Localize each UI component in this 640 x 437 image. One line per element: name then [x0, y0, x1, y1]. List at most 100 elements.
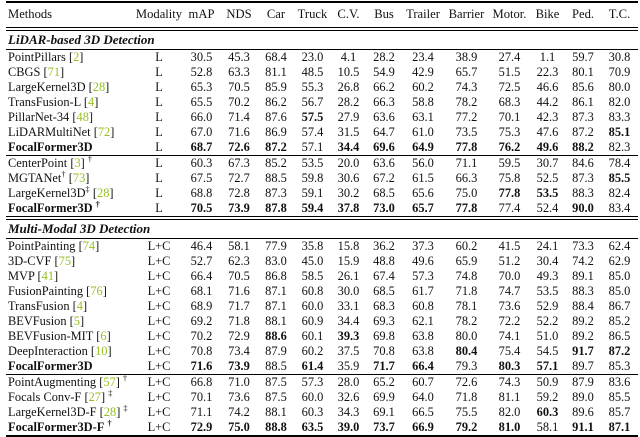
metric-cell: 85.7 [608, 405, 631, 419]
metric-cell: 30.0 [337, 284, 360, 298]
metric-cell: 39.3 [337, 329, 360, 343]
metric-cell: 70.1 [498, 110, 521, 124]
citation-link[interactable]: 72 [94, 125, 115, 139]
metric-cell: 52.5 [536, 171, 559, 185]
metric-cell: 41.5 [498, 239, 521, 253]
metric-cell: 37.8 [337, 201, 360, 215]
metric-cell: 37.5 [337, 344, 360, 358]
metric-cell: 60.8 [301, 284, 324, 298]
modality-cell: L+C [147, 359, 171, 373]
metric-cell: 66.9 [402, 420, 444, 437]
metric-cell: 76.2 [498, 140, 521, 154]
citation-link[interactable]: 5 [70, 314, 84, 328]
metric-cell: 72.6 [444, 374, 489, 390]
modality-cell: L+C [147, 269, 171, 283]
dagger-icon: ‡ [108, 387, 113, 398]
metric-cell: 77.9 [265, 239, 287, 253]
column-header-motor: Motor. [489, 1, 530, 31]
citation-link[interactable]: 75 [54, 254, 75, 268]
method-cell: LargeKernel3D‡ 28 [6, 185, 135, 201]
metric-cell: 68.1 [190, 284, 213, 298]
metric-cell: 54.9 [373, 65, 395, 79]
metric-cell: 61.5 [412, 171, 434, 185]
modality-cell: L [135, 155, 183, 171]
section-row: LiDAR-based 3D Detection [6, 29, 638, 50]
method-cell: PillarNet-34 48 [6, 110, 135, 125]
citation-link[interactable]: 71 [43, 65, 64, 79]
metric-cell: 70.2 [228, 95, 250, 109]
metric-cell: 73.0 [373, 201, 395, 215]
method-cell: Focals Conv-F 27‡ [6, 387, 135, 405]
metric-cell: 77.2 [455, 110, 478, 124]
column-header-modality: Modality [135, 1, 183, 31]
metric-cell: 54.5 [536, 344, 559, 358]
method-cell: 3D-CVF 75 [6, 254, 135, 269]
table-row: 3D-CVF 75 L+C 52.7 62.3 83.0 45.0 15.9 48.8 49.6… [6, 254, 638, 269]
citation-link[interactable]: 27 [84, 390, 105, 404]
metric-cell: 78.4 [601, 155, 638, 171]
metric-cell: 58.5 [301, 269, 324, 283]
metric-cell: 66.0 [190, 110, 213, 124]
citation-link[interactable]: 57 [99, 375, 120, 389]
citation-link[interactable]: 4 [84, 95, 98, 109]
modality-cell: L [155, 80, 163, 94]
metric-cell: 87.1 [265, 284, 287, 298]
method-cell: FusionPainting 76 [6, 284, 135, 299]
metric-cell: 61.0 [412, 125, 434, 139]
metric-cell: 60.8 [412, 299, 434, 313]
metric-cell: 31.5 [337, 125, 360, 139]
method-cell: MGTANet† 73 [6, 168, 135, 186]
table-row: BEVFusion-MIT 6 L+C 70.2 72.9 88.6 60.1 39.3 69… [6, 329, 638, 344]
citation-link[interactable]: 3 [70, 156, 84, 170]
metric-cell: 22.3 [536, 65, 559, 79]
table-row: BEVFusion 5 L+C 69.2 71.8 88.1 60.9 34.4 69.3 62… [6, 314, 638, 329]
method-cell: LiDARMultiNet 72 [6, 125, 135, 140]
citation-link[interactable]: 4 [73, 299, 87, 313]
citation-link[interactable]: 6 [96, 329, 110, 343]
metric-cell: 73.3 [572, 239, 594, 253]
metric-cell: 85.5 [608, 390, 631, 404]
metric-cell: 71.4 [228, 110, 250, 124]
metric-cell: 59.7 [572, 50, 594, 64]
method-cell: FocalFormer3D † [6, 200, 135, 218]
modality-cell: L+C [135, 420, 183, 437]
citation-link[interactable]: 28 [89, 80, 110, 94]
modality-cell: L+C [147, 239, 171, 253]
modality-cell: L [155, 110, 163, 124]
metric-cell: 66.4 [412, 359, 434, 373]
metric-cell: 71.6 [228, 125, 250, 139]
citation-link[interactable]: 10 [91, 344, 112, 358]
metric-cell: 69.6 [373, 140, 395, 154]
metric-cell: 82.0 [498, 405, 521, 419]
metric-cell: 81.0 [489, 420, 530, 437]
citation-link[interactable]: 28 [93, 186, 114, 200]
metric-cell: 44.2 [536, 95, 559, 109]
citation-link[interactable]: 28 [100, 405, 121, 419]
method-cell: PointPainting 74 [6, 239, 135, 255]
method-cell: FocalFormer3D-F † [6, 419, 135, 437]
method-name: FocalFormer3D [8, 359, 93, 373]
citation-link[interactable]: 41 [38, 269, 59, 283]
table-row: PointAugmenting 57†L+C66.871.087.557.328… [6, 374, 638, 390]
metric-cell: 52.8 [190, 65, 213, 79]
metric-cell: 71.1 [190, 405, 213, 419]
metric-cell: 91.7 [572, 344, 594, 358]
metric-cell: 68.8 [190, 186, 213, 200]
citation-link[interactable]: 74 [79, 239, 100, 253]
metric-cell: 87.1 [265, 299, 287, 313]
citation-link[interactable]: 48 [72, 110, 93, 124]
metric-cell: 33.1 [337, 299, 360, 313]
citation-link[interactable]: 73 [69, 171, 90, 185]
metric-cell: 79.3 [455, 359, 478, 373]
metric-cell: 85.0 [608, 269, 631, 283]
citation-link[interactable]: 76 [86, 284, 107, 298]
metric-cell: 68.4 [265, 50, 287, 64]
metric-cell: 4.1 [340, 50, 357, 64]
metric-cell: 66.3 [455, 171, 478, 185]
dagger-icon: † [61, 168, 66, 179]
citation-link[interactable]: 2 [69, 50, 83, 64]
metric-cell: 72.2 [498, 314, 521, 328]
table-row: LargeKernel3D‡ 28 L 68.8 72.8 87.3 59.1 30.2 68… [6, 185, 638, 201]
metric-cell: 73.9 [228, 201, 250, 215]
metric-cell: 72.6 [228, 140, 250, 154]
